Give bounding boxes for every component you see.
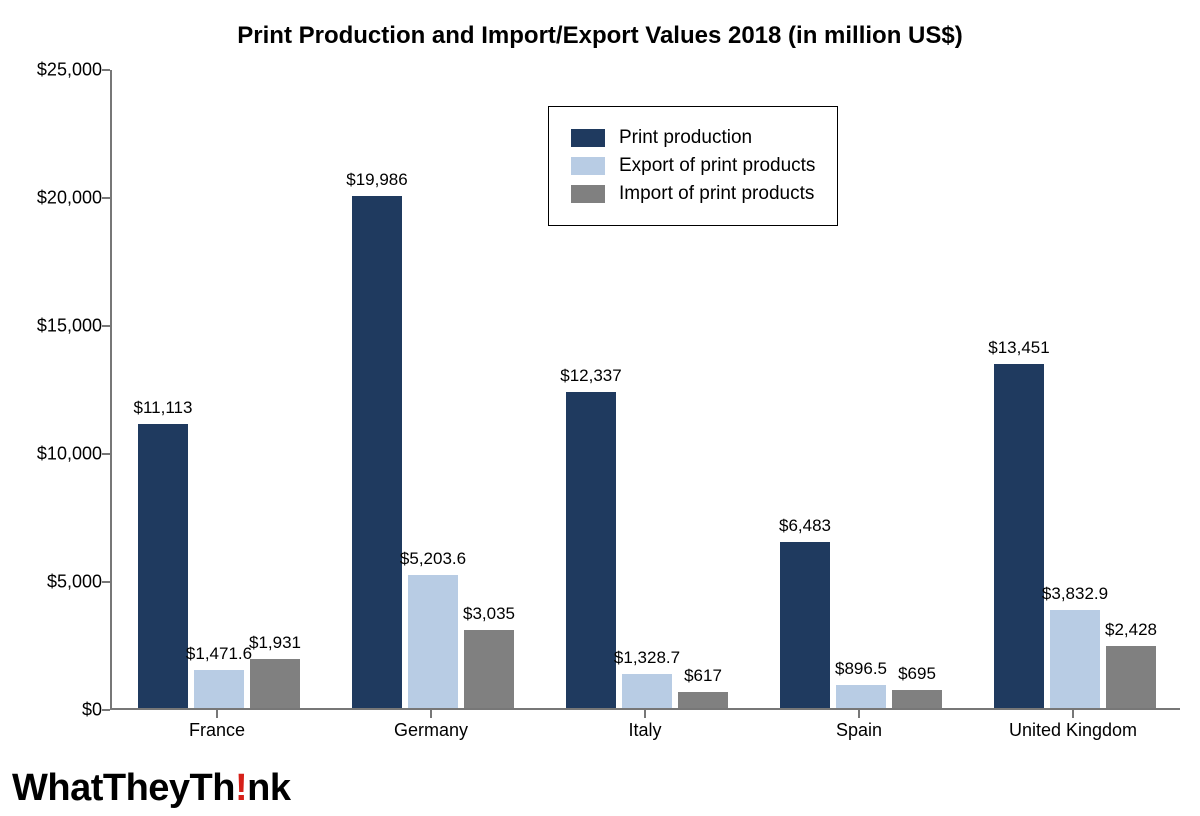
logo-bang-icon: ! bbox=[235, 767, 247, 810]
brand-logo: WhatTheyTh!nk bbox=[12, 767, 291, 810]
bar-value-label: $695 bbox=[847, 664, 987, 684]
category-label: Germany bbox=[324, 720, 538, 741]
bar-value-label: $617 bbox=[633, 666, 773, 686]
bar-production bbox=[138, 424, 188, 708]
category-label: Italy bbox=[538, 720, 752, 741]
y-tick-mark bbox=[102, 197, 110, 199]
x-tick-mark bbox=[858, 710, 860, 718]
bar-export bbox=[194, 670, 244, 708]
bar-production bbox=[780, 542, 830, 708]
y-tick-mark bbox=[102, 453, 110, 455]
bar-value-label: $13,451 bbox=[949, 338, 1089, 358]
bar-import bbox=[464, 630, 514, 708]
legend-label: Print production bbox=[619, 127, 752, 149]
bar-export bbox=[408, 575, 458, 708]
bar-value-label: $11,113 bbox=[93, 398, 233, 418]
bar-production bbox=[994, 364, 1044, 708]
legend-swatch bbox=[571, 185, 605, 203]
bar-import bbox=[678, 692, 728, 708]
bar-value-label: $5,203.6 bbox=[363, 549, 503, 569]
bar-export bbox=[836, 685, 886, 708]
chart-title: Print Production and Import/Export Value… bbox=[0, 22, 1200, 50]
x-tick-mark bbox=[216, 710, 218, 718]
bar-production bbox=[352, 196, 402, 708]
bar-import bbox=[1106, 646, 1156, 708]
legend-item: Print production bbox=[571, 127, 815, 149]
bar-value-label: $6,483 bbox=[735, 516, 875, 536]
legend-item: Export of print products bbox=[571, 155, 815, 177]
y-tick-label: $20,000 bbox=[0, 188, 110, 209]
bar-value-label: $3,035 bbox=[419, 604, 559, 624]
bar-value-label: $1,931 bbox=[205, 633, 345, 653]
chart-container: Print Production and Import/Export Value… bbox=[0, 0, 1200, 816]
legend: Print production Export of print products… bbox=[548, 106, 838, 226]
y-tick-label: $25,000 bbox=[0, 60, 110, 81]
y-tick-label: $10,000 bbox=[0, 444, 110, 465]
legend-label: Import of print products bbox=[619, 183, 814, 205]
legend-swatch bbox=[571, 157, 605, 175]
logo-text-suffix: nk bbox=[247, 767, 290, 809]
y-tick-label: $0 bbox=[0, 700, 110, 721]
x-tick-mark bbox=[430, 710, 432, 718]
logo-text-prefix: WhatTheyTh bbox=[12, 767, 235, 809]
y-tick-mark bbox=[102, 581, 110, 583]
bar-import bbox=[892, 690, 942, 708]
y-tick-mark bbox=[102, 709, 110, 711]
y-tick-label: $15,000 bbox=[0, 316, 110, 337]
bar-value-label: $19,986 bbox=[307, 170, 447, 190]
bar-value-label: $2,428 bbox=[1061, 620, 1200, 640]
y-tick-mark bbox=[102, 325, 110, 327]
x-tick-mark bbox=[1072, 710, 1074, 718]
category-label: France bbox=[110, 720, 324, 741]
y-tick-mark bbox=[102, 69, 110, 71]
bar-value-label: $3,832.9 bbox=[1005, 584, 1145, 604]
legend-label: Export of print products bbox=[619, 155, 815, 177]
bar-import bbox=[250, 659, 300, 708]
y-tick-label: $5,000 bbox=[0, 572, 110, 593]
x-tick-mark bbox=[644, 710, 646, 718]
bar-value-label: $12,337 bbox=[521, 366, 661, 386]
legend-swatch bbox=[571, 129, 605, 147]
category-label: Spain bbox=[752, 720, 966, 741]
legend-item: Import of print products bbox=[571, 183, 815, 205]
category-label: United Kingdom bbox=[966, 720, 1180, 741]
bar-value-label: $1,328.7 bbox=[577, 648, 717, 668]
